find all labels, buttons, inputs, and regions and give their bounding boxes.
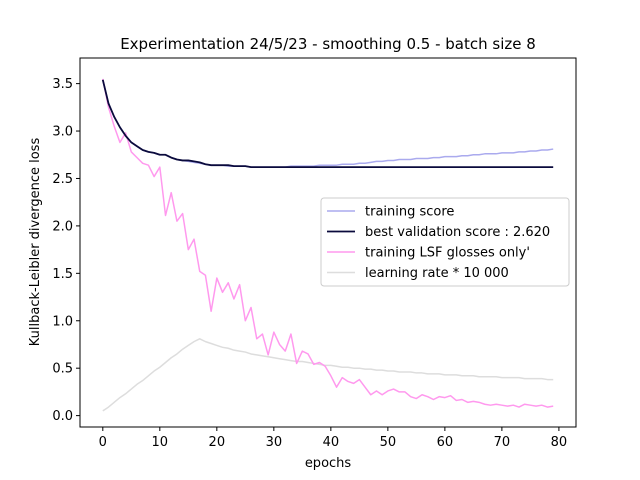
y-tick-label: 1.5 (52, 267, 73, 282)
legend-label: learning rate * 10 000 (365, 266, 509, 281)
x-tick-label: 40 (323, 435, 340, 450)
x-tick-label: 0 (99, 435, 107, 450)
y-tick-label: 2.0 (52, 219, 73, 234)
legend-box (320, 197, 570, 287)
series-line-2 (102, 78, 554, 408)
axes-frame (79, 57, 577, 428)
series-line-3 (102, 338, 554, 412)
x-axis-label: epochs (305, 456, 352, 471)
y-tick-label: 1.0 (52, 314, 73, 329)
y-tick-label: 0.5 (52, 362, 73, 377)
x-tick-label: 50 (380, 435, 397, 450)
chart-title: Experimentation 24/5/23 - smoothing 0.5 … (120, 35, 536, 53)
x-tick-label: 20 (209, 435, 226, 450)
x-axis: 0 10 20 30 40 50 60 70 80 (99, 427, 568, 450)
x-tick-label: 10 (152, 435, 169, 450)
legend: training score best validation score : 2.… (320, 197, 570, 287)
series-layer (101, 78, 554, 412)
legend-label: best validation score : 2.620 (365, 225, 550, 240)
x-tick-label: 30 (266, 435, 283, 450)
series-line-1 (101, 79, 554, 168)
x-tick-label: 80 (551, 435, 568, 450)
y-tick-label: 3.5 (52, 77, 73, 92)
y-tick-label: 3.0 (52, 125, 73, 140)
x-tick-label: 70 (494, 435, 511, 450)
y-tick-label: 2.5 (52, 172, 73, 187)
plot-area (79, 57, 577, 428)
x-tick-label: 60 (437, 435, 454, 450)
y-axis-label: Kullback-Leibler divergence loss (28, 138, 43, 347)
legend-label: training LSF glosses only' (365, 246, 530, 261)
y-axis: 0.0 0.5 1.0 1.5 2.0 2.5 3.0 3.5 (52, 77, 80, 424)
y-tick-label: 0.0 (52, 409, 73, 424)
legend-label: training score (365, 205, 454, 220)
